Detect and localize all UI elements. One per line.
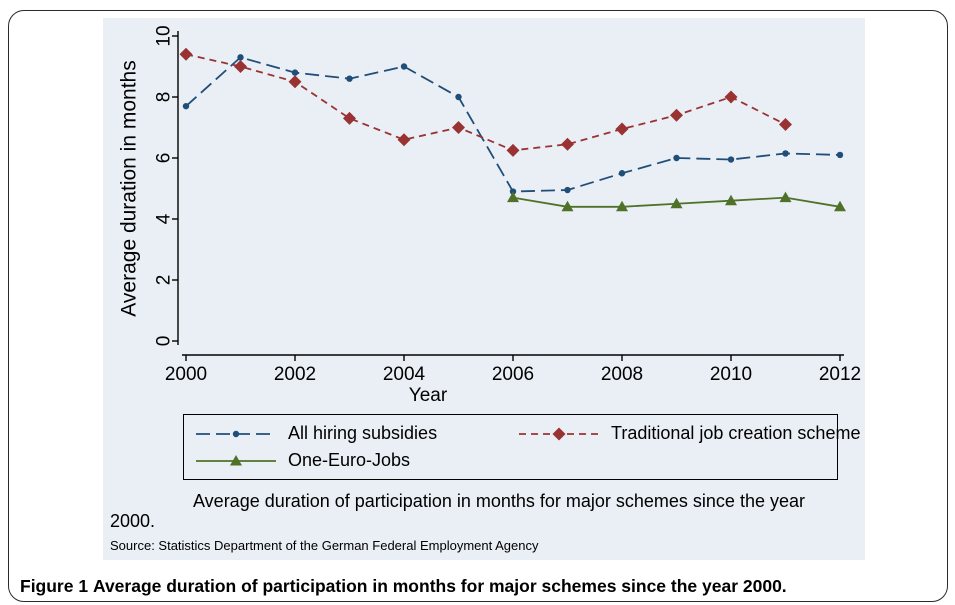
series-1-point [506, 143, 520, 157]
chart-panel: 0 2 4 6 8 10 2000 2002 2004 2006 2008 2010 2012 Avera… [103, 18, 865, 560]
series-1-point [179, 47, 193, 61]
legend-marker-1 [552, 427, 566, 440]
series-0-point [727, 156, 735, 163]
series-0-point [618, 170, 626, 177]
y-tick-label: 8 [154, 92, 175, 103]
legend-label-2: One-Euro-Jobs [288, 450, 411, 470]
series-0-point [182, 102, 190, 110]
series-2-point [779, 191, 792, 203]
x-tick-label: 2010 [710, 364, 752, 385]
x-axis-title: Year [409, 385, 448, 406]
legend-marker-2 [230, 454, 242, 465]
x-tick-label: 2002 [274, 364, 316, 385]
chart-note: Average duration of participation in mon… [110, 491, 805, 531]
legend-item-2: One-Euro-Jobs [194, 450, 410, 471]
y-tick-label: 0 [154, 336, 175, 347]
series-0-point [673, 154, 680, 162]
legend-label-0: All hiring subsidies [288, 423, 438, 443]
x-tick-label: 2000 [165, 364, 207, 385]
series-2-point [725, 194, 737, 206]
series-2-point [561, 200, 574, 212]
figure-caption: Figure 1 Average duration of participati… [20, 576, 787, 597]
series-1-point [397, 133, 411, 147]
series-1-point [670, 108, 683, 122]
series-0-point [836, 151, 844, 159]
figure-caption-text: Average duration of participation in mon… [92, 576, 787, 596]
legend-symbol-2 [196, 454, 276, 465]
series-0-point [237, 54, 244, 61]
y-axis-title: Average duration in months [118, 60, 141, 316]
y-tick-label: 10 [154, 25, 175, 46]
series-2-point [616, 200, 628, 212]
series-2-point [670, 197, 683, 209]
series-1-point [779, 117, 792, 131]
series-0-point [509, 188, 517, 195]
series-0-point [346, 75, 353, 82]
legend-label-1: Traditional job creation scheme [611, 423, 861, 443]
series-0-point [782, 150, 789, 157]
x-tick-label: 2006 [492, 364, 534, 385]
x-tick-label: 2008 [601, 364, 643, 385]
y-tick-label: 6 [154, 153, 175, 164]
x-tick-label: 2012 [819, 364, 861, 385]
y-tick-label: 4 [154, 213, 175, 224]
chart-source: Source: Statistics Department of the Ger… [110, 538, 539, 553]
legend-item-1: Traditional job creation scheme [517, 423, 860, 444]
series-2-point [507, 191, 519, 203]
x-tick-label: 2004 [383, 364, 426, 385]
series-1-point [724, 90, 738, 104]
series-2-point [834, 200, 846, 212]
legend-item-0: All hiring subsidies [194, 423, 437, 444]
y-tick-label: 2 [154, 275, 175, 286]
legend: All hiring subsidies Traditional job cre… [183, 414, 860, 480]
legend-symbol-1 [519, 427, 599, 440]
figure-label: Figure 1 [20, 576, 89, 596]
series-1-point [343, 111, 356, 125]
series-0-point [400, 63, 408, 70]
series-1-point [452, 121, 465, 134]
series-line-0 [185, 56, 841, 193]
series-1-point [288, 75, 302, 89]
legend-marker-0 [232, 430, 240, 437]
series-line-1 [185, 53, 786, 152]
series-1-point [234, 60, 247, 73]
series-0-point [291, 69, 299, 76]
series-0-point [455, 93, 462, 101]
line-chart: 0 2 4 6 8 10 2000 2002 2004 2006 2008 2010 2012 Avera… [118, 25, 862, 406]
series-0-point [564, 186, 571, 194]
figure-frame [8, 10, 948, 602]
legend-symbol-0 [196, 430, 276, 437]
series-1-point [561, 137, 574, 151]
series-1-point [615, 122, 629, 136]
